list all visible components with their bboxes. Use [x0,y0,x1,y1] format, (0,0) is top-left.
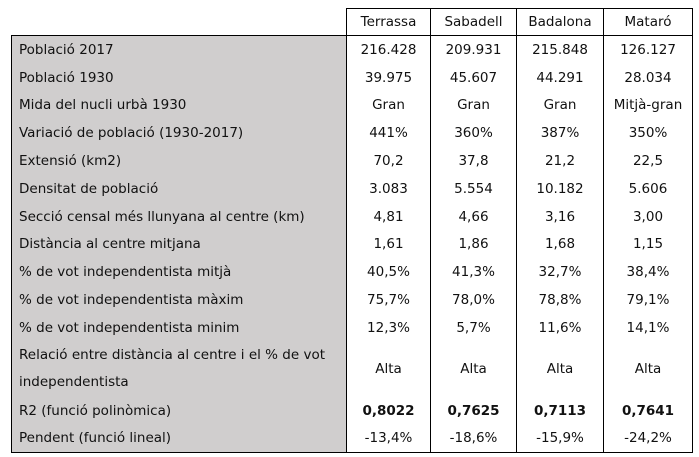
table-cell: 216.428 [346,35,431,64]
table-row: Secció censal més llunyana al centre (km… [11,202,693,231]
column-header: Terrassa [346,8,431,36]
row-label: Pendent (funció lineal) [11,424,347,454]
table-cell: 10.182 [516,174,604,203]
table-row: % de vot independentista màxim 75,7% 78,0%… [11,286,693,314]
table-cell: 1,15 [603,230,693,259]
table-cell: 70,2 [346,147,431,175]
table-cell: 5.606 [603,174,693,203]
table-cell: 126.127 [603,35,693,64]
row-label: Relació entre distància al centre i el %… [11,341,347,397]
table-cell: -24,2% [603,424,693,454]
table-cell: 441% [346,119,431,148]
table-cell: Gran [430,91,517,120]
row-label: % de vot independentista minim [11,313,347,342]
table-cell: -18,6% [430,424,517,454]
table-cell: 79,1% [603,286,693,314]
table-cell: 21,2 [516,147,604,175]
row-label: R2 (funció polinòmica) [11,396,347,425]
table-cell: Gran [346,91,431,120]
table-cell: 37,8 [430,147,517,175]
table-cell: 75,7% [346,286,431,314]
table-cell: 215.848 [516,35,604,64]
table-row: % de vot independentista mitjà 40,5% 41,3%… [11,258,693,287]
table-row: Densitat de població 3.083 5.554 10.182 5.60… [11,174,693,203]
row-label: Població 1930 [11,63,347,92]
table-cell: 3.083 [346,174,431,203]
table-cell: 4,66 [430,202,517,231]
table-cell: 1,61 [346,230,431,259]
table-cell: 360% [430,119,517,148]
table-cell: 5.554 [430,174,517,203]
table-cell: 28.034 [603,63,693,92]
table-cell: 78,0% [430,286,517,314]
table-cell: 0,8022 [346,396,431,425]
table-cell: Alta [346,341,431,397]
table-cell: 1,86 [430,230,517,259]
table-cell: 14,1% [603,313,693,342]
table-cell: Alta [516,341,604,397]
table-cell: Gran [516,91,604,120]
corner-cell [11,8,347,36]
table-cell: 41,3% [430,258,517,287]
table-cell: 44.291 [516,63,604,92]
row-label: Població 2017 [11,35,347,64]
row-label: Variació de població (1930-2017) [11,119,347,148]
table-cell: -15,9% [516,424,604,454]
table-cell: 209.931 [430,35,517,64]
table-cell: 4,81 [346,202,431,231]
table-row: Pendent (funció lineal) -13,4% -18,6% -15,9… [11,424,693,454]
table-cell: Mitjà-gran [603,91,693,120]
table-cell: 45.607 [430,63,517,92]
table-cell: 11,6% [516,313,604,342]
table-cell: 387% [516,119,604,148]
row-label: Extensió (km2) [11,147,347,175]
table-cell: 38,4% [603,258,693,287]
column-header: Sabadell [430,8,517,36]
table-cell: 3,00 [603,202,693,231]
table-row: Distància al centre mitjana 1,61 1,86 1,68 1… [11,230,693,259]
table-cell: 22,5 [603,147,693,175]
table-cell: 1,68 [516,230,604,259]
table-row: R2 (funció polinòmica) 0,8022 0,7625 0,7113… [11,396,693,425]
table-cell: 3,16 [516,202,604,231]
table-cell: 350% [603,119,693,148]
table-cell: 0,7113 [516,396,604,425]
row-label: Densitat de població [11,174,347,203]
table-row: Extensió (km2) 70,2 37,8 21,2 22,5 [11,147,693,175]
table-row: Variació de població (1930-2017) 441% 360%… [11,119,693,148]
table-cell: -13,4% [346,424,431,454]
table-cell: 40,5% [346,258,431,287]
table-row: % de vot independentista minim 12,3% 5,7% 1… [11,313,693,342]
table-cell: 0,7641 [603,396,693,425]
header-row: Terrassa Sabadell Badalona Mataró [11,8,693,36]
column-header: Badalona [516,8,604,36]
table-row: Mida del nucli urbà 1930 Gran Gran Gran Mitj… [11,91,693,120]
row-label: Distància al centre mitjana [11,230,347,259]
comparison-table: Terrassa Sabadell Badalona Mataró Poblac… [11,8,693,454]
table-cell: 78,8% [516,286,604,314]
table-cell: 0,7625 [430,396,517,425]
table-row: Relació entre distància al centre i el %… [11,341,693,397]
table-row: Població 2017 216.428 209.931 215.848 126.12… [11,35,693,64]
table-cell: 39.975 [346,63,431,92]
column-header: Mataró [603,8,693,36]
table-cell: 32,7% [516,258,604,287]
table-cell: Alta [430,341,517,397]
row-label: % de vot independentista mitjà [11,258,347,287]
table-cell: Alta [603,341,693,397]
table-cell: 5,7% [430,313,517,342]
table-row: Població 1930 39.975 45.607 44.291 28.034 [11,63,693,92]
row-label: Secció censal més llunyana al centre (km… [11,202,347,231]
row-label: % de vot independentista màxim [11,286,347,314]
table-cell: 12,3% [346,313,431,342]
row-label: Mida del nucli urbà 1930 [11,91,347,120]
